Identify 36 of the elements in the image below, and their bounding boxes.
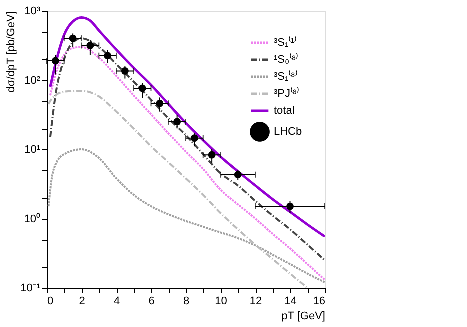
point <box>69 34 77 42</box>
x-tick-label: 10 <box>215 296 228 308</box>
x-tick-label: 6 <box>148 296 155 308</box>
legend-label: ¹S₀⁽⁸⁾ <box>274 53 298 66</box>
x-axis-title: pT [GeV] <box>282 310 326 322</box>
legend-label: ³S₁⁽⁸⁾ <box>274 70 298 83</box>
y-tick-label: 10⁰ <box>24 212 40 226</box>
x-tick-label: 16 <box>313 296 326 308</box>
point <box>234 171 242 179</box>
point <box>156 100 164 108</box>
x-tick-label: 14 <box>284 296 297 308</box>
x-tick-label: 8 <box>183 296 190 308</box>
point <box>190 134 198 142</box>
y-tick-label: 10³ <box>24 6 41 18</box>
point <box>174 118 182 126</box>
legend-label: ³S₁⁽¹⁾ <box>274 36 296 49</box>
x-tick-label: 2 <box>79 296 86 308</box>
x-tick-label: 12 <box>250 296 262 308</box>
point <box>138 84 146 92</box>
x-tick-label: 0 <box>48 296 54 308</box>
point <box>208 151 216 159</box>
y-tick-label: 10¹ <box>24 144 41 156</box>
line-series <box>48 148 325 284</box>
y-axis-title: dσ/dpT [pb/GeV] <box>6 12 18 93</box>
legend-label: ³PJ⁽⁸⁾ <box>274 87 300 100</box>
point <box>121 68 129 75</box>
line-series <box>49 16 325 238</box>
y-tick-label: 10² <box>24 74 41 87</box>
point <box>86 42 94 50</box>
legend-label: total <box>274 105 295 117</box>
point <box>52 57 60 65</box>
y-tick-label: 10⁻¹ <box>20 282 41 294</box>
x-tick-label: 4 <box>114 296 120 308</box>
point <box>104 52 112 60</box>
legend-label: LHCb <box>274 126 302 138</box>
point <box>286 202 294 210</box>
